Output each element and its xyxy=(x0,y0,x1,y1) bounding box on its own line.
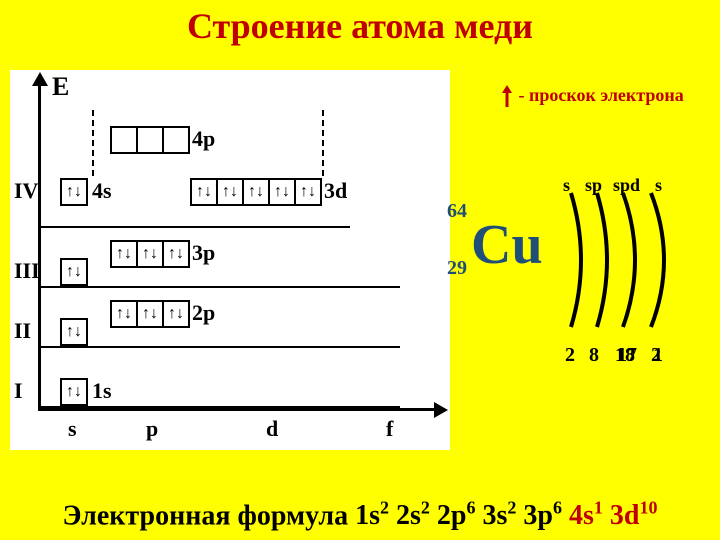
up-arrow-icon xyxy=(500,85,514,109)
dashed-guide xyxy=(322,110,324,176)
level-line xyxy=(40,406,400,408)
x-label-d: d xyxy=(266,416,278,442)
orbital-4p xyxy=(110,126,190,154)
orbital-label-4p: 4p xyxy=(192,126,215,152)
orbital-3p: ↑↓↑↓↑↓ xyxy=(110,240,190,268)
orbital-4s: ↑↓ xyxy=(60,178,88,206)
level-line xyxy=(40,286,400,288)
orbital-2s: ↑↓ xyxy=(60,318,88,346)
legend: - проскок электрона xyxy=(500,85,684,109)
x-label-f: f xyxy=(386,416,393,442)
shell-e-3b: 17 xyxy=(617,344,637,367)
x-label-p: p xyxy=(146,416,158,442)
orbital-3d: ↑↓↑↓↑↓↑↓↑↓ xyxy=(190,178,322,206)
level-IV: IV xyxy=(14,178,38,204)
shell-arcs xyxy=(555,185,715,335)
orbital-label-3d: 3d xyxy=(324,178,347,204)
level-II: II xyxy=(14,318,31,344)
x-label-s: s xyxy=(68,416,77,442)
energy-diagram: E s p d f IIIIIIIV ↑↓1s↑↓↑↓↑↓↑↓2p↑↓↑↓↑↓↑… xyxy=(10,70,450,450)
y-axis-label: E xyxy=(52,72,69,102)
shell-e-4b: 2 xyxy=(651,344,661,367)
y-axis-arrow xyxy=(30,72,50,88)
level-III: III xyxy=(14,258,40,284)
orbital-label-1s: 1s xyxy=(92,378,112,404)
element-symbol: Cu xyxy=(471,213,543,277)
dashed-guide xyxy=(92,110,94,176)
shell-e-2: 8 xyxy=(589,344,599,367)
level-line xyxy=(40,346,400,348)
shell-label-1: s xyxy=(563,175,570,196)
y-axis xyxy=(38,80,41,410)
mass-number: 64 xyxy=(447,200,467,223)
electronic-formula: Электронная формула 1s2 2s2 2p6 3s2 3p6 … xyxy=(0,498,720,532)
orbital-1s: ↑↓ xyxy=(60,378,88,406)
shell-label-2: sp xyxy=(585,175,602,196)
atomic-number: 29 xyxy=(447,257,467,280)
orbital-label-3p: 3p xyxy=(192,240,215,266)
orbital-2p: ↑↓↑↓↑↓ xyxy=(110,300,190,328)
level-I: I xyxy=(14,378,23,404)
level-line xyxy=(40,226,350,228)
orbital-label-2p: 2p xyxy=(192,300,215,326)
shell-label-3: spd xyxy=(613,175,640,196)
shell-label-4: s xyxy=(655,175,662,196)
legend-text: - проскок электрона xyxy=(519,85,684,105)
page-title: Строение атома меди xyxy=(0,5,720,47)
orbital-label-4s: 4s xyxy=(92,178,112,204)
shell-model: 64 29 Cu s sp spd s 2 8 18 17 1 2 xyxy=(455,165,715,365)
x-axis xyxy=(38,408,438,411)
shell-e-1: 2 xyxy=(565,344,575,367)
orbital-3s: ↑↓ xyxy=(60,258,88,286)
x-axis-arrow xyxy=(434,400,450,420)
